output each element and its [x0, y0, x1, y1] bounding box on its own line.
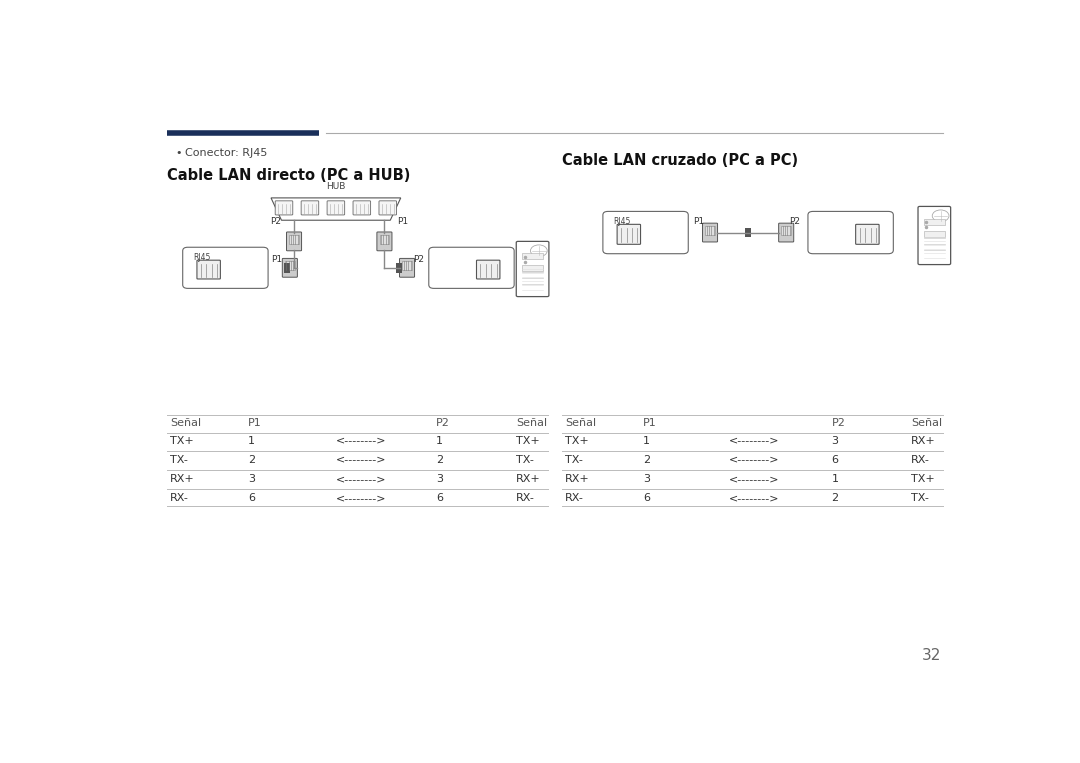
Bar	[705, 226, 715, 235]
Text: <-------->: <-------->	[729, 436, 780, 446]
Text: P2: P2	[832, 418, 846, 428]
Text: <-------->: <-------->	[729, 474, 780, 484]
FancyBboxPatch shape	[617, 224, 640, 244]
Text: <-------->: <-------->	[336, 455, 387, 465]
Text: P2: P2	[413, 255, 423, 264]
Text: TX-: TX-	[516, 455, 534, 465]
Text: 6: 6	[643, 493, 650, 503]
Text: 3: 3	[436, 474, 443, 484]
FancyBboxPatch shape	[275, 201, 293, 215]
FancyBboxPatch shape	[918, 207, 950, 265]
Text: 2: 2	[832, 493, 838, 503]
Text: 6: 6	[248, 493, 255, 503]
FancyBboxPatch shape	[183, 247, 268, 288]
Text: HUB: HUB	[326, 182, 346, 191]
FancyBboxPatch shape	[282, 259, 297, 277]
Text: TX+: TX+	[516, 436, 540, 446]
Text: 6: 6	[436, 493, 443, 503]
Text: TX-: TX-	[171, 455, 188, 465]
Text: Cable LAN directo (PC a HUB): Cable LAN directo (PC a HUB)	[166, 168, 410, 183]
FancyBboxPatch shape	[779, 223, 794, 242]
FancyBboxPatch shape	[476, 260, 500, 279]
Text: 6: 6	[832, 455, 838, 465]
Text: TX+: TX+	[171, 436, 194, 446]
Text: <-------->: <-------->	[336, 493, 387, 503]
Bar	[923, 219, 945, 225]
Text: <-------->: <-------->	[336, 474, 387, 484]
Text: RX-: RX-	[516, 493, 535, 503]
Text: 3: 3	[248, 474, 255, 484]
Text: Señal: Señal	[565, 418, 596, 428]
Text: <-------->: <-------->	[729, 455, 780, 465]
Text: P1: P1	[693, 217, 704, 226]
Text: RJ45: RJ45	[613, 217, 631, 227]
Text: 1: 1	[643, 436, 650, 446]
Bar	[522, 266, 543, 271]
Bar	[289, 235, 299, 243]
Text: P1: P1	[643, 418, 657, 428]
Text: RX+: RX+	[565, 474, 590, 484]
FancyBboxPatch shape	[286, 232, 301, 251]
FancyBboxPatch shape	[301, 201, 319, 215]
Text: 32: 32	[921, 648, 941, 662]
Text: P1: P1	[248, 418, 261, 428]
Text: 1: 1	[832, 474, 838, 484]
Text: RX-: RX-	[565, 493, 584, 503]
Text: <-------->: <-------->	[729, 493, 780, 503]
Text: Conector: RJ45: Conector: RJ45	[186, 148, 268, 158]
Bar	[522, 253, 543, 259]
FancyBboxPatch shape	[516, 241, 549, 297]
Text: 3: 3	[832, 436, 838, 446]
Bar	[380, 235, 389, 243]
Text: P1: P1	[271, 255, 283, 264]
Text: RX+: RX+	[910, 436, 935, 446]
Text: P1: P1	[397, 217, 408, 226]
Text: 2: 2	[436, 455, 444, 465]
FancyBboxPatch shape	[855, 224, 879, 244]
FancyBboxPatch shape	[197, 260, 220, 279]
Bar	[745, 228, 751, 237]
Text: TX+: TX+	[565, 436, 589, 446]
Text: Señal: Señal	[516, 418, 546, 428]
Text: TX+: TX+	[910, 474, 934, 484]
Text: <-------->: <-------->	[336, 436, 387, 446]
Text: 1: 1	[436, 436, 443, 446]
Text: 2: 2	[248, 455, 255, 465]
Text: P2: P2	[270, 217, 281, 226]
Bar	[285, 261, 295, 270]
Text: 2: 2	[643, 455, 650, 465]
FancyBboxPatch shape	[808, 211, 893, 254]
Bar	[403, 261, 411, 270]
Text: Señal: Señal	[171, 418, 201, 428]
Text: TX-: TX-	[910, 493, 929, 503]
Bar	[782, 226, 791, 235]
Text: P2: P2	[789, 217, 800, 226]
Bar	[923, 231, 945, 237]
Text: RX-: RX-	[171, 493, 189, 503]
FancyBboxPatch shape	[400, 259, 415, 277]
FancyBboxPatch shape	[353, 201, 370, 215]
Bar	[396, 263, 402, 272]
Text: •: •	[175, 148, 181, 158]
Text: RX-: RX-	[910, 455, 930, 465]
Text: 1: 1	[248, 436, 255, 446]
Text: RX+: RX+	[171, 474, 194, 484]
Text: Señal: Señal	[910, 418, 942, 428]
Text: 3: 3	[643, 474, 650, 484]
FancyBboxPatch shape	[429, 247, 514, 288]
FancyBboxPatch shape	[379, 201, 396, 215]
Bar	[284, 263, 289, 272]
FancyBboxPatch shape	[327, 201, 345, 215]
FancyBboxPatch shape	[377, 232, 392, 251]
Text: RJ45: RJ45	[192, 253, 211, 262]
FancyBboxPatch shape	[603, 211, 688, 254]
Text: TX-: TX-	[565, 455, 583, 465]
Text: Cable LAN cruzado (PC a PC): Cable LAN cruzado (PC a PC)	[562, 153, 798, 169]
FancyBboxPatch shape	[702, 223, 717, 242]
Polygon shape	[271, 198, 401, 221]
Text: RX+: RX+	[516, 474, 541, 484]
Text: P2: P2	[436, 418, 450, 428]
